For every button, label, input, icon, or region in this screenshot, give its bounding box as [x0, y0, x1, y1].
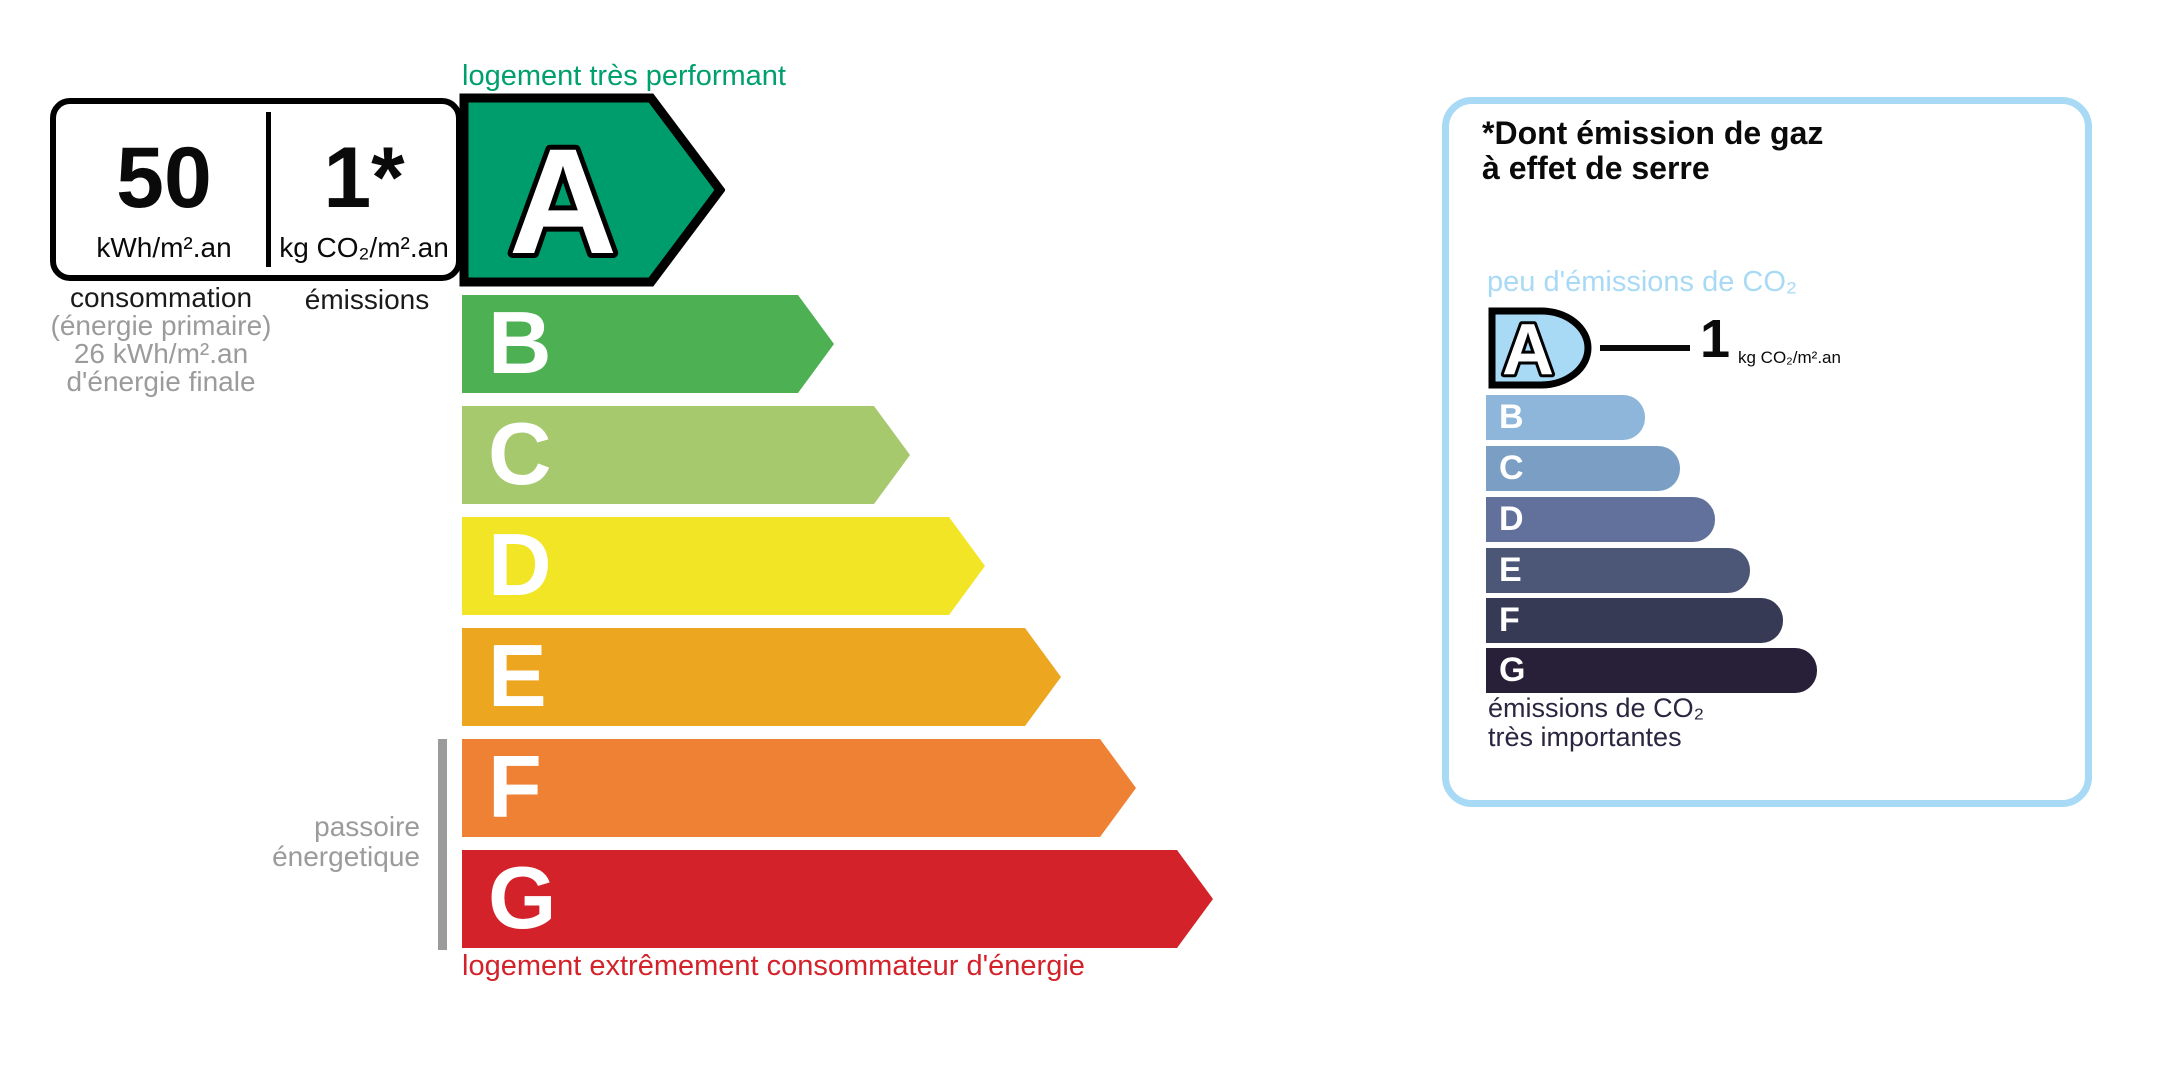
- energy-arrow-a-letter: A: [509, 117, 617, 285]
- co2-bar-c: C: [1486, 446, 1680, 491]
- co2-bar-b-letter: B: [1499, 398, 1524, 436]
- emission-unit: kg CO₂/m².an: [279, 232, 449, 263]
- energy-arrow-a: A: [459, 93, 725, 287]
- consumption-value: 50: [116, 130, 212, 226]
- final-energy-label: d'énergie finale: [66, 366, 256, 397]
- energy-bar-e: E: [462, 628, 1061, 726]
- emission-value: 1*: [323, 130, 405, 226]
- co2-bar-b: B: [1486, 395, 1645, 440]
- emissions-label: émissions: [304, 284, 430, 315]
- energy-bar-f-letter: F: [488, 737, 542, 836]
- co2-bar-d: D: [1486, 497, 1715, 542]
- final-energy-value: 26 kWh/m².an: [73, 338, 249, 369]
- co2-badge-a-shape: [1488, 307, 1592, 389]
- co2-high-caption: émissions de CO₂ très importantes: [1488, 694, 1704, 752]
- co2-bar-e-letter: E: [1499, 551, 1522, 589]
- energy-bar-b-letter: B: [488, 293, 552, 392]
- consumption-label: consommation: [69, 282, 253, 313]
- energy-bar-c: C: [462, 406, 910, 504]
- co2-bar-c-letter: C: [1499, 449, 1524, 487]
- co2-bar-f: F: [1486, 598, 1783, 643]
- score-box-divider: [266, 112, 271, 267]
- co2-bar-e: E: [1486, 548, 1750, 593]
- energy-bar-c-letter: C: [488, 404, 552, 503]
- co2-high-caption-line2: très importantes: [1488, 722, 1682, 752]
- energy-arrow-a-shape: [459, 93, 725, 287]
- co2-badge-a: A: [1488, 307, 1592, 389]
- consumption-unit: kWh/m².an: [96, 232, 232, 263]
- co2-value: 1: [1700, 309, 1731, 369]
- energy-bar-g: G: [462, 850, 1213, 948]
- co2-bar-f-letter: F: [1499, 601, 1520, 639]
- co2-bar-g-letter: G: [1499, 651, 1526, 689]
- consumption-cell: 50 kWh/m².an: [56, 104, 272, 275]
- energy-bar-f: F: [462, 739, 1136, 837]
- co2-value-unit: kg CO₂/m².an: [1738, 348, 1841, 367]
- energy-bar-d-letter: D: [488, 515, 552, 614]
- energy-sieve-label: passoire énergetique: [180, 812, 420, 872]
- co2-bar-g: G: [1486, 648, 1817, 693]
- co2-bar-d-letter: D: [1499, 500, 1524, 538]
- energy-sieve-label-line1: passoire: [314, 811, 420, 842]
- score-box: 50 kWh/m².an 1* kg CO₂/m².an: [50, 98, 462, 281]
- energy-bar-e-letter: E: [488, 626, 547, 725]
- consumption-caption-block: consommation (énergie primaire) 26 kWh/m…: [38, 284, 284, 396]
- energy-bar-g-letter: G: [488, 848, 557, 947]
- co2-panel-title: *Dont émission de gaz à effet de serre: [1482, 116, 1823, 186]
- emission-cell: 1* kg CO₂/m².an: [272, 104, 456, 275]
- co2-low-caption: peu d'émissions de CO₂: [1487, 266, 1798, 298]
- energy-sieve-rule: [438, 739, 447, 950]
- consumption-sublabel: (énergie primaire): [50, 310, 272, 341]
- energy-bar-d: D: [462, 517, 985, 615]
- co2-panel-title-line1: *Dont émission de gaz: [1482, 115, 1824, 151]
- co2-high-caption-line1: émissions de CO₂: [1488, 693, 1705, 723]
- bottom-caption: logement extrêmement consommateur d'éner…: [462, 950, 1085, 982]
- energy-sieve-label-line2: énergetique: [272, 841, 420, 872]
- co2-connector-line: [1600, 345, 1690, 351]
- energy-bar-b: B: [462, 295, 834, 393]
- co2-badge-a-letter: A: [1502, 310, 1554, 389]
- top-caption: logement très performant: [462, 60, 786, 92]
- co2-panel-title-line2: à effet de serre: [1482, 150, 1710, 186]
